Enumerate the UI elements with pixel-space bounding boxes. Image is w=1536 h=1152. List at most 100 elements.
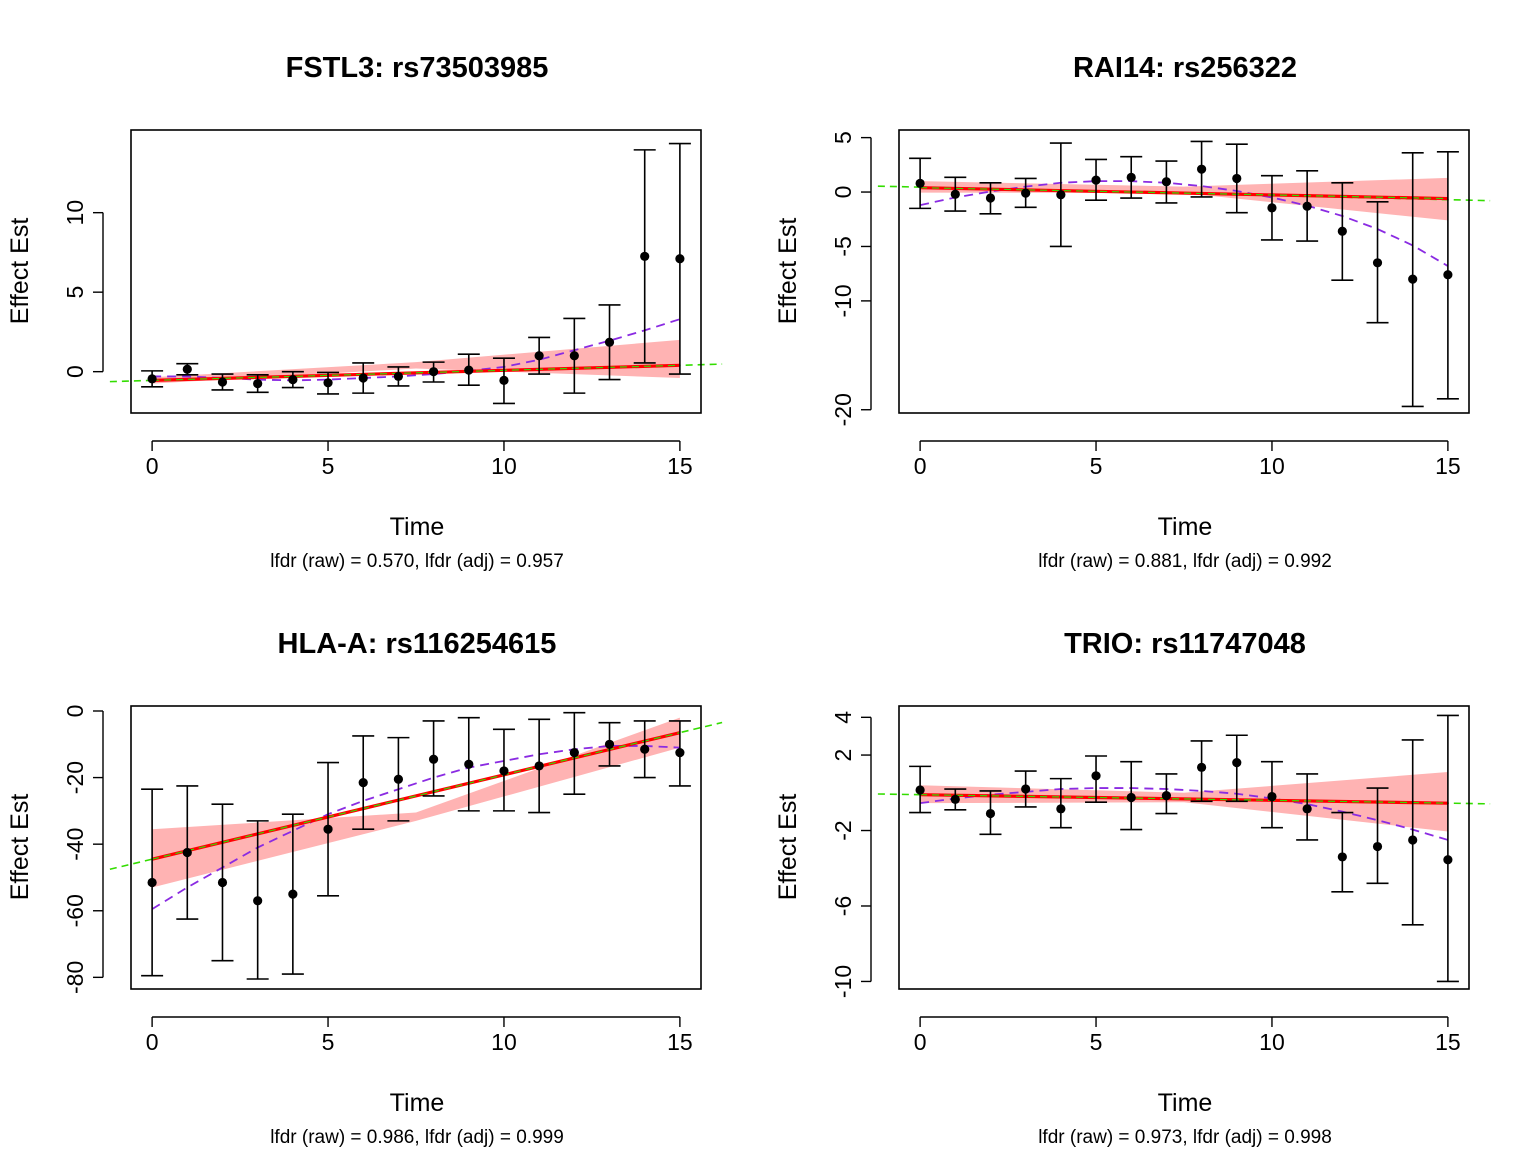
x-tick-label: 15 <box>667 453 693 479</box>
data-point <box>675 254 685 264</box>
x-tick-label: 10 <box>491 453 517 479</box>
y-tick-label: -20 <box>830 393 856 426</box>
plot-frame <box>898 705 1470 990</box>
y-tick-label: -2 <box>830 820 856 840</box>
y-axis-label: Effect Est <box>774 794 802 901</box>
data-point <box>1091 175 1101 185</box>
lfdr-caption: lfdr (raw) = 0.986, lfdr (adj) = 0.999 <box>270 1127 564 1148</box>
plot-frame <box>130 129 702 414</box>
data-point <box>147 374 157 384</box>
x-axis-label: Time <box>1158 1089 1213 1117</box>
lfdr-caption: lfdr (raw) = 0.973, lfdr (adj) = 0.998 <box>1038 1127 1332 1148</box>
data-point <box>393 371 404 382</box>
data-point <box>675 748 685 758</box>
data-point <box>253 378 263 389</box>
data-point <box>1021 784 1031 794</box>
data-point <box>1021 188 1031 198</box>
x-tick-label: 0 <box>914 453 927 479</box>
data-point <box>253 896 263 906</box>
data-point <box>428 367 439 377</box>
plot-area: 0 5 10 15 0 5 10 <box>62 129 723 479</box>
data-point <box>569 748 579 758</box>
panel-title: FSTL3: rs73503985 <box>286 52 549 84</box>
data-point <box>1056 804 1066 814</box>
data-point <box>464 759 474 769</box>
data-point <box>569 351 579 361</box>
x-tick-label: 15 <box>1435 453 1461 479</box>
panel-hla-a: HLA-A: rs116254615 Time lfdr (raw) = 0.9… <box>6 628 723 1148</box>
lfdr-caption: lfdr (raw) = 0.570, lfdr (adj) = 0.957 <box>270 551 564 572</box>
data-point <box>288 889 298 899</box>
data-point <box>499 375 509 386</box>
data-point <box>358 777 368 788</box>
y-tick-label: 10 <box>62 200 88 226</box>
y-tick-label: 2 <box>830 749 856 762</box>
panel-title: RAI14: rs256322 <box>1073 52 1297 84</box>
panel-rai14: RAI14: rs256322 Time lfdr (raw) = 0.881,… <box>774 52 1491 572</box>
quadratic-fit-curve <box>151 745 680 910</box>
data-point <box>1196 762 1207 772</box>
y-tick-label: -6 <box>830 896 856 916</box>
data-point <box>182 847 192 858</box>
plot-area: 0 5 10 15 -20 -10 -5 0 5 <box>830 129 1491 479</box>
data-point <box>915 785 925 795</box>
global-trend-overlay <box>152 364 680 382</box>
confidence-band <box>920 177 1448 221</box>
y-tick-label: 4 <box>830 711 856 724</box>
error-bar <box>1436 714 1459 983</box>
x-tick-label: 0 <box>914 1029 927 1055</box>
plot-frame <box>898 129 1470 414</box>
data-point <box>985 808 996 819</box>
data-point <box>1443 855 1453 865</box>
confidence-band <box>920 772 1448 832</box>
panel-trio: TRIO: rs11747048 Time lfdr (raw) = 0.973… <box>774 628 1491 1148</box>
data-point <box>1408 835 1418 845</box>
data-point <box>950 189 960 199</box>
data-point <box>1408 274 1418 284</box>
data-point <box>1267 791 1277 802</box>
data-point <box>534 761 544 771</box>
data-point <box>1161 791 1172 801</box>
data-point <box>217 877 228 888</box>
plot-frame <box>130 705 702 990</box>
x-axis-label: Time <box>390 513 445 541</box>
data-point <box>147 877 157 888</box>
data-point <box>915 178 925 188</box>
data-point <box>1302 201 1312 211</box>
data-point <box>464 365 474 375</box>
global-trend-overlay <box>920 187 1448 200</box>
x-tick-label: 0 <box>146 453 159 479</box>
x-tick-label: 5 <box>322 453 335 479</box>
global-trend-overlay <box>920 794 1448 804</box>
data-point <box>1126 172 1136 182</box>
x-tick-label: 10 <box>491 1029 517 1055</box>
plot-area: 0 5 10 15 -80 -60 -40 -20 0 <box>62 705 723 1055</box>
quadratic-fit-curve <box>152 318 681 382</box>
y-axis-label: Effect Est <box>6 218 34 325</box>
data-point <box>640 251 650 261</box>
data-point <box>1126 792 1136 803</box>
x-axis-label: Time <box>1158 513 1213 541</box>
quadratic-fit-curve <box>919 787 1449 841</box>
y-tick-label: -10 <box>830 965 856 998</box>
y-tick-label: -60 <box>62 894 88 927</box>
data-point <box>1267 203 1277 213</box>
data-point <box>182 364 192 374</box>
data-point <box>1302 804 1312 814</box>
data-point <box>1337 226 1347 236</box>
error-bar <box>1331 811 1354 893</box>
y-tick-label: -20 <box>62 761 88 794</box>
x-axis-label: Time <box>390 1089 445 1117</box>
data-point <box>323 824 333 834</box>
plot-area: 0 5 10 15 -10 -6 -2 2 4 <box>830 705 1491 1055</box>
data-point <box>393 774 404 784</box>
lfdr-caption: lfdr (raw) = 0.881, lfdr (adj) = 0.992 <box>1038 551 1332 572</box>
y-tick-label: -80 <box>62 961 88 994</box>
y-tick-label: 5 <box>62 286 88 299</box>
data-point <box>534 351 544 361</box>
data-point <box>1161 177 1172 187</box>
y-tick-label: 0 <box>62 705 88 718</box>
x-tick-label: 10 <box>1259 1029 1285 1055</box>
x-tick-label: 5 <box>1090 1029 1103 1055</box>
